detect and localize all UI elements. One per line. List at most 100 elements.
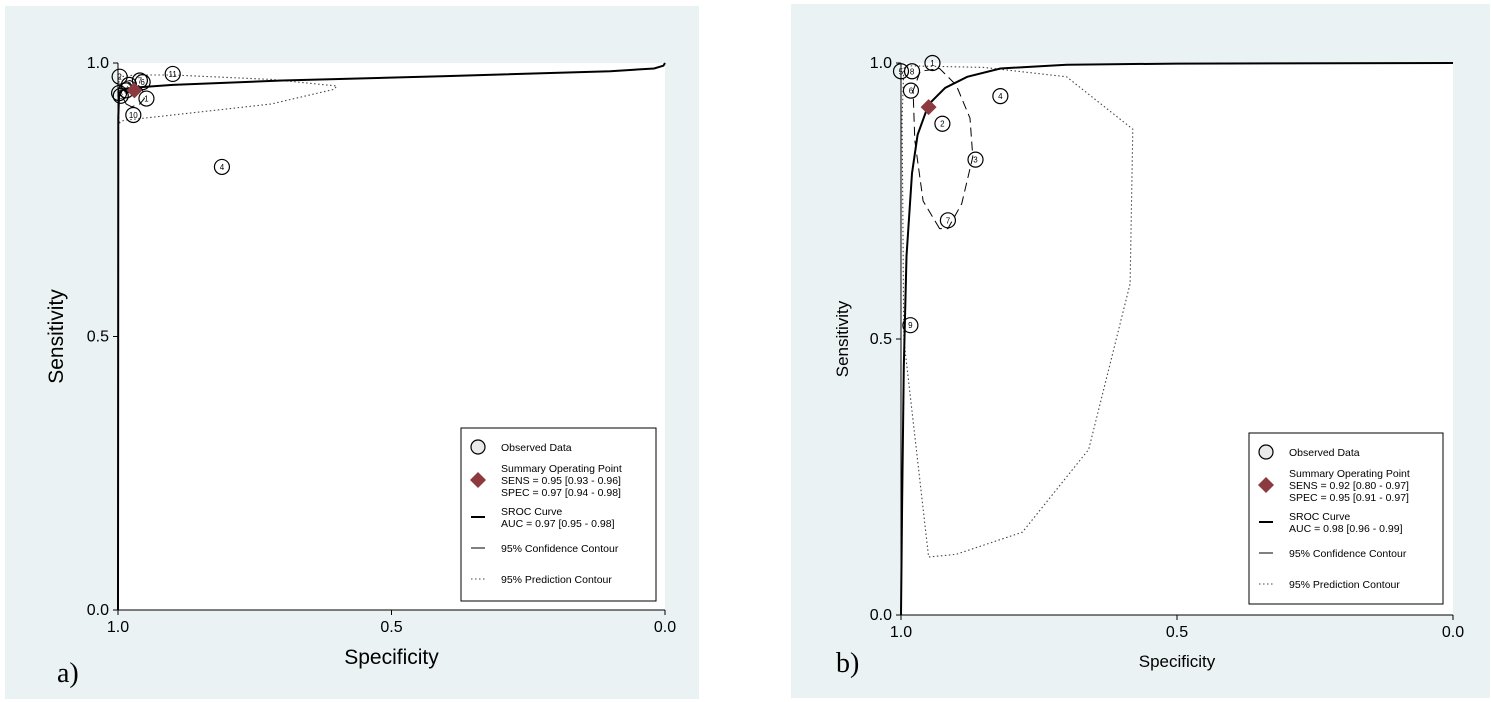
legend: Observed Data Summary Operating PointSENS… [1248, 432, 1444, 605]
y-tick-label: 0.0 [87, 602, 109, 619]
panel-label: b) [836, 648, 859, 679]
observed-point-label: 11 [169, 70, 178, 79]
y-tick-label: 0.0 [870, 607, 892, 624]
observed-point-label: 4 [998, 92, 1003, 101]
legend-label: SROC Curve [1289, 511, 1350, 523]
observed-point-circle [903, 63, 921, 80]
sroc-curve [117, 62, 666, 611]
observed-point-circle [164, 65, 181, 83]
observed-point: 6 [902, 82, 920, 99]
legend-label: Observed Data [1289, 447, 1360, 459]
observed-point: 9 [902, 317, 919, 334]
y-tick-label: 0.5 [870, 331, 892, 348]
legend-label: SENS = 0.95 [0.93 - 0.96] [501, 475, 621, 487]
summary-operating-point [126, 82, 143, 99]
legend-label: 95% Confidence Contour [1289, 548, 1407, 560]
sroc-chart-a: 1.0 0.5 0.0 0.0 0.5 1.0 Specificity Sensitivity… [45, 55, 676, 689]
y-tick-label: 1.0 [87, 55, 109, 72]
legend-label: Summary Operating Point [1289, 468, 1410, 480]
x-axis-title: Specificity [1139, 652, 1216, 671]
observed-point-label: 10 [129, 111, 138, 120]
observed-point-circle [924, 54, 941, 72]
legend: Observed Data Summary Operating PointSENS… [460, 427, 657, 602]
x-tick-label: 0.5 [1166, 624, 1188, 641]
observed-point: 10 [125, 106, 142, 124]
observed-point: 11 [164, 65, 181, 83]
y-axis-title: Sensitivity [45, 289, 68, 384]
prediction-contour [117, 74, 338, 125]
observed-point: 8 [903, 63, 921, 80]
observed-point-label: 2 [117, 73, 122, 82]
x-tick-label: 1.0 [890, 624, 912, 641]
observed-point: 1 [924, 54, 941, 72]
observed-point: 2 [111, 68, 128, 85]
observed-point-label: 5 [899, 67, 904, 76]
legend-label: 95% Prediction Contour [1289, 579, 1400, 591]
legend-diamond-symbol [1258, 477, 1274, 493]
legend-label: SENS = 0.92 [0.80 - 0.97] [1289, 480, 1409, 492]
legend-label: 95% Confidence Contour [501, 543, 619, 555]
observed-point-circle [892, 63, 910, 80]
observed-point: 1 [138, 90, 155, 107]
observed-point-circle [134, 74, 151, 91]
observed-point-circle [111, 68, 128, 85]
observed-point-label: 6 [140, 78, 145, 87]
legend-label: Summary Operating Point [501, 463, 622, 475]
x-tick-label: 0.0 [1442, 624, 1464, 641]
legend-circle-symbol [470, 439, 486, 455]
observed-point-label: 4 [220, 163, 225, 172]
observed-point-circle [902, 317, 919, 334]
observed-point-circle [138, 90, 155, 107]
observed-point: 3 [967, 151, 984, 168]
observed-point-circle [213, 158, 231, 176]
chart-panel-a: 1.0 0.5 0.0 0.0 0.5 1.0 Specificity Sensitivity… [5, 6, 699, 699]
legend-label: AUC = 0.97 [0.95 - 0.98] [501, 518, 615, 530]
x-tick-label: 1.0 [107, 619, 129, 636]
panel-label: a) [57, 658, 79, 689]
observed-point-label: 9 [908, 321, 913, 330]
observed-point: 4 [213, 158, 231, 176]
observed-point-circle [125, 106, 142, 124]
y-axis-title: Sensitivity [833, 300, 852, 377]
legend-label: SROC Curve [501, 506, 562, 518]
observed-point-circle [110, 84, 128, 102]
x-axis-title: Specificity [344, 646, 439, 669]
observed-point-label: 8 [910, 67, 915, 76]
observed-point: 4 [992, 88, 1009, 105]
legend-label: AUC = 0.98 [0.96 - 0.99] [1289, 523, 1403, 535]
observed-point-label: 2 [940, 120, 945, 129]
observed-point-label: 9 [124, 86, 129, 95]
legend-circle-symbol [1258, 444, 1274, 460]
observed-point-circle [934, 115, 951, 132]
observed-point-circle [967, 151, 984, 168]
observed-point-circle [992, 88, 1009, 105]
observed-point-label: 7 [946, 216, 951, 225]
chart-panel-b: 1.0 0.5 0.0 0.0 0.5 1.0 Specificity Sensitivity… [791, 4, 1490, 698]
observed-point: 5 [892, 63, 910, 80]
x-tick-label: 0.0 [654, 619, 676, 636]
y-tick-label: 1.0 [870, 55, 892, 72]
observed-point-label: 3 [973, 156, 978, 165]
legend-label: SPEC = 0.97 [0.94 - 0.98] [501, 487, 621, 499]
observed-point-circle [902, 82, 920, 99]
legend-label: Observed Data [501, 442, 572, 454]
legend-label: SPEC = 0.95 [0.91 - 0.97] [1289, 492, 1409, 504]
legend-box [1248, 432, 1444, 605]
observed-point-label: 7 [138, 77, 143, 86]
legend-label: 95% Prediction Contour [501, 574, 612, 586]
observed-point: 6 [134, 74, 151, 91]
observed-point: 2 [934, 115, 951, 132]
summary-operating-point [920, 99, 937, 116]
observed-point: 7 [939, 212, 957, 229]
y-tick-label: 0.5 [87, 329, 109, 346]
observed-point-label: 3 [127, 81, 132, 90]
legend-box [460, 427, 657, 602]
x-tick-label: 0.5 [380, 619, 402, 636]
sroc-chart-b: 1.0 0.5 0.0 0.0 0.5 1.0 Specificity Sensitivity… [833, 54, 1464, 679]
observed-point-circle [112, 87, 129, 104]
observed-point-label: 1 [930, 59, 935, 68]
observed-point-circle [939, 212, 957, 229]
legend-diamond-symbol [470, 472, 486, 488]
observed-point-label: 6 [909, 87, 914, 96]
observed-point-label: 1 [144, 95, 149, 104]
